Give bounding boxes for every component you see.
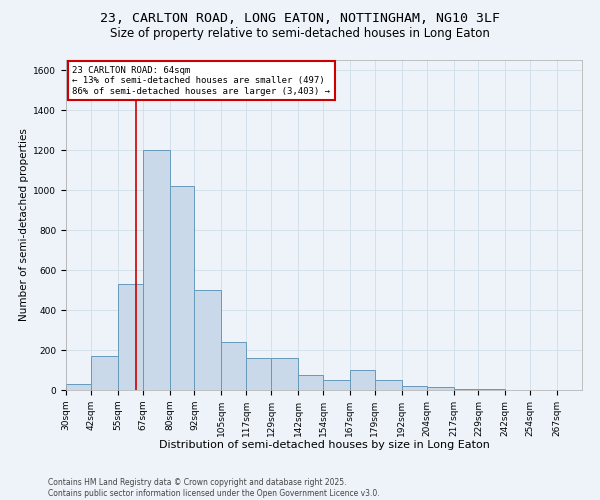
Y-axis label: Number of semi-detached properties: Number of semi-detached properties — [19, 128, 29, 322]
Bar — [323, 380, 350, 390]
Bar — [118, 284, 143, 390]
Bar — [271, 358, 298, 390]
Bar — [454, 389, 478, 390]
Bar — [375, 380, 402, 390]
Bar — [194, 290, 221, 390]
Text: Size of property relative to semi-detached houses in Long Eaton: Size of property relative to semi-detach… — [110, 28, 490, 40]
X-axis label: Distribution of semi-detached houses by size in Long Eaton: Distribution of semi-detached houses by … — [158, 440, 490, 450]
Bar — [221, 342, 246, 390]
Text: Contains HM Land Registry data © Crown copyright and database right 2025.
Contai: Contains HM Land Registry data © Crown c… — [48, 478, 380, 498]
Bar — [402, 386, 427, 390]
Bar — [66, 384, 91, 390]
Bar — [170, 186, 194, 390]
Bar — [298, 375, 323, 390]
Bar — [427, 387, 454, 390]
Text: 23, CARLTON ROAD, LONG EATON, NOTTINGHAM, NG10 3LF: 23, CARLTON ROAD, LONG EATON, NOTTINGHAM… — [100, 12, 500, 26]
Bar — [91, 356, 118, 390]
Text: 23 CARLTON ROAD: 64sqm
← 13% of semi-detached houses are smaller (497)
86% of se: 23 CARLTON ROAD: 64sqm ← 13% of semi-det… — [72, 66, 330, 96]
Bar — [246, 358, 271, 390]
Bar — [143, 150, 170, 390]
Bar — [350, 370, 375, 390]
